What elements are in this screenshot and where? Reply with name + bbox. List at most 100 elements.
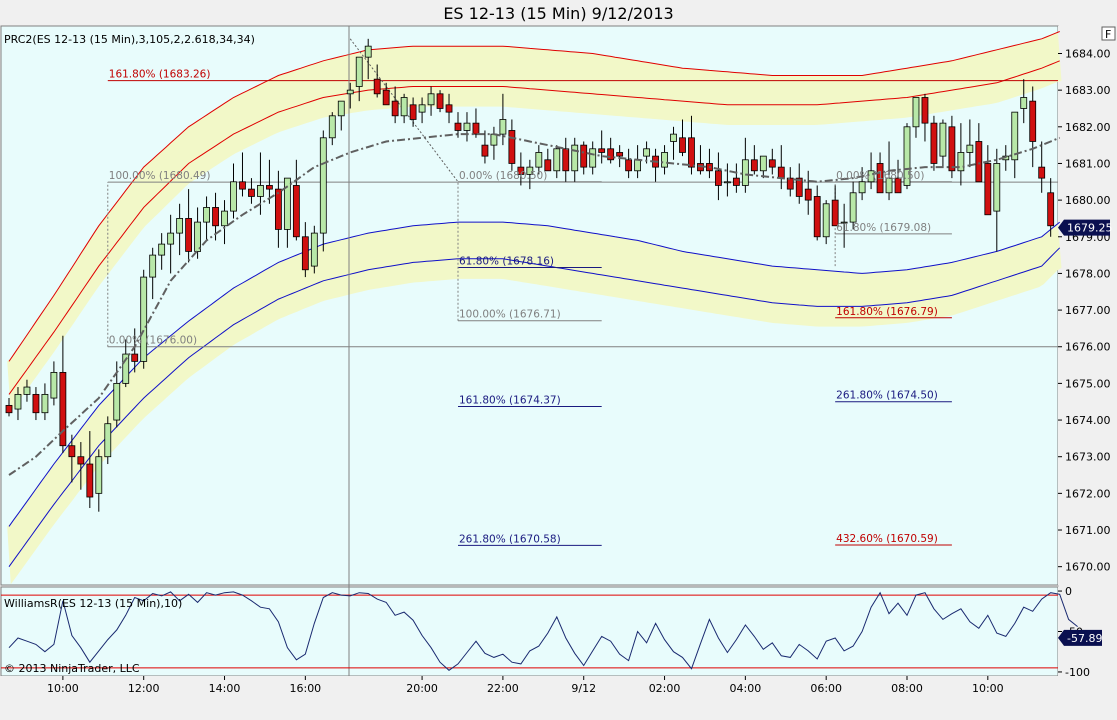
candle-up — [670, 133, 677, 142]
fib-level-label: 261.80% (1674.50) — [836, 390, 938, 402]
fib-level-label: 0.00% (1680.50) — [836, 170, 924, 182]
sma-line — [8, 133, 1061, 476]
candle-up — [741, 159, 749, 186]
williams-tick-label: 0 — [1065, 585, 1072, 598]
candle-up — [122, 353, 130, 384]
candle-up — [203, 207, 210, 223]
lower-band-fill — [7, 222, 1062, 585]
candle-up — [849, 192, 857, 223]
candle-up — [427, 93, 435, 106]
candle-down — [813, 196, 821, 238]
fib-level-label: 100.00% (1680.49) — [109, 170, 211, 182]
candle-up — [939, 122, 947, 157]
fib-level-label: 0.00% (1676.00) — [109, 335, 197, 347]
price-tick-label: 1684.00 — [1065, 47, 1111, 60]
candle-down — [598, 148, 606, 153]
candle-down — [131, 353, 139, 362]
candle-up — [14, 393, 22, 410]
price-tick-label: 1676.00 — [1065, 341, 1111, 354]
williams-value-label: -57.89 — [1067, 632, 1102, 645]
candle-up — [158, 243, 166, 256]
candle-down — [786, 177, 794, 190]
candle-down — [508, 130, 516, 164]
candle-up — [346, 89, 354, 95]
red-lower-line — [8, 60, 1060, 395]
time-tick-label: 12:00 — [128, 682, 160, 695]
candle-up — [355, 56, 363, 87]
candle-layer — [5, 38, 1061, 512]
candle-down — [715, 170, 722, 186]
candle-up — [221, 210, 228, 227]
candle-up — [50, 371, 58, 399]
candle-up — [400, 97, 408, 117]
candle-up — [337, 100, 345, 117]
current-price-marker — [1058, 219, 1110, 236]
candle-down — [876, 163, 884, 194]
candle-up — [176, 218, 184, 234]
candle-up — [41, 393, 49, 414]
candle-down — [679, 137, 686, 153]
candle-up — [724, 181, 731, 184]
time-tick-label: 22:00 — [487, 682, 519, 695]
price-tick-label: 1674.00 — [1065, 414, 1111, 427]
candle-up — [589, 148, 597, 168]
candle-down — [1038, 166, 1046, 179]
price-tick-label: 1670.00 — [1065, 561, 1111, 574]
candle-down — [750, 159, 758, 172]
candle-up — [283, 177, 291, 230]
candle-down — [930, 122, 938, 164]
candle-up — [840, 221, 848, 224]
candle-up — [993, 163, 1001, 212]
candle-down — [777, 166, 785, 179]
candle-down — [795, 177, 803, 197]
copyright-text: © 2013 NinjaTrader, LLC — [4, 662, 140, 675]
candle-up — [912, 97, 920, 128]
candle-up — [364, 45, 372, 58]
band-layer — [7, 31, 1062, 585]
time-tick-label: 10:00 — [47, 682, 79, 695]
candle-down — [59, 371, 67, 447]
price-tick-label: 1678.00 — [1065, 267, 1111, 280]
candle-down — [301, 236, 309, 271]
time-axis — [0, 676, 1117, 720]
fib-level-label: 161.80% (1674.37) — [459, 394, 561, 406]
time-tick-label: 08:00 — [891, 682, 923, 695]
candle-up — [571, 144, 579, 172]
time-tick-label: 04:00 — [730, 682, 762, 695]
candle-down — [732, 177, 740, 186]
candle-up — [23, 386, 31, 395]
candle-down — [86, 463, 94, 498]
candle-up — [535, 152, 543, 168]
price-indicator-label: PRC2(ES 12-13 (15 Min),3,105,2,2.618,34,… — [4, 33, 255, 46]
candle-down — [373, 78, 381, 95]
candle-down — [831, 199, 839, 227]
candle-up — [319, 137, 327, 234]
candle-down — [5, 404, 13, 414]
candle-down — [292, 185, 300, 238]
upper-band-fill — [7, 32, 1062, 413]
time-tick-label: 06:00 — [810, 682, 842, 695]
candle-down — [436, 93, 444, 109]
candle-down — [517, 166, 525, 175]
williams-layer: 0-50-100-57.89 — [1, 585, 1102, 679]
fib-level-label: 161.80% (1683.26) — [109, 69, 211, 81]
candle-down — [32, 393, 40, 414]
candle-up — [858, 181, 866, 194]
candle-down — [185, 218, 193, 252]
price-tick-label: 1681.00 — [1065, 157, 1111, 170]
candle-down — [804, 188, 812, 201]
williams-value-marker — [1058, 629, 1102, 646]
candle-up — [957, 152, 965, 172]
price-tick-label: 1677.00 — [1065, 304, 1111, 317]
axis-layer: 1670.00 1671.00 1672.00 1673.00 1674.00 1675.… — [47, 47, 1112, 695]
candle-down — [948, 126, 956, 172]
candle-up — [104, 423, 112, 458]
candle-down — [562, 148, 570, 172]
candle-up — [661, 152, 668, 168]
fib-level-label: 61.80% (1678.16) — [459, 256, 554, 268]
candle-down — [481, 144, 489, 157]
panel-f-button[interactable] — [1101, 26, 1116, 41]
williams-tick-label: -100 — [1065, 666, 1090, 679]
candle-up — [867, 170, 875, 183]
